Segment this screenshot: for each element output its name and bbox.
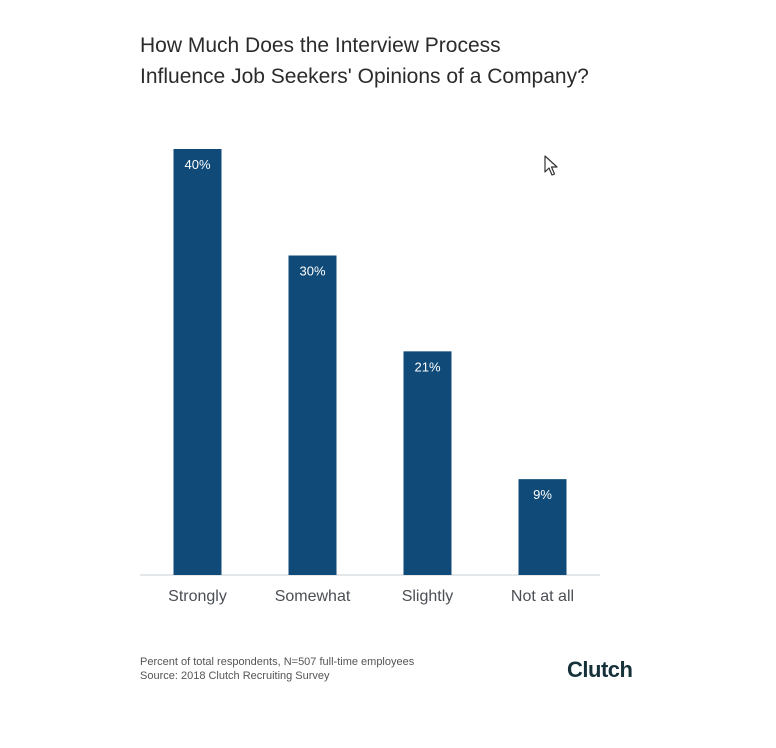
category-label-slightly: Slightly bbox=[402, 588, 454, 605]
bar-not-at-all bbox=[518, 479, 567, 575]
clutch-logo: Clutch bbox=[567, 657, 633, 682]
category-label-somewhat: Somewhat bbox=[275, 588, 351, 605]
value-label-slightly: 21% bbox=[414, 359, 440, 374]
value-label-somewhat: 30% bbox=[299, 264, 325, 279]
value-label-strongly: 40% bbox=[184, 157, 210, 172]
chart-bars bbox=[173, 149, 567, 575]
chart-title-line-1: How Much Does the Interview Process bbox=[140, 34, 501, 57]
footnote-respondents: Percent of total respondents, N=507 full… bbox=[140, 656, 415, 668]
chart-footnote: Percent of total respondents, N=507 full… bbox=[140, 655, 414, 683]
category-label-not-at-all: Not at all bbox=[511, 588, 574, 605]
chart-value-labels: 40% 30% 21% 9% bbox=[184, 157, 552, 502]
mouse-pointer-icon bbox=[544, 155, 558, 176]
value-label-not-at-all: 9% bbox=[533, 487, 552, 502]
bar-strongly bbox=[173, 149, 222, 575]
chart-title: How Much Does the Interview Process Infl… bbox=[140, 30, 700, 92]
bar-somewhat bbox=[288, 255, 337, 575]
chart-category-labels: Strongly Somewhat Slightly Not at all bbox=[168, 588, 574, 605]
footnote-source: Source: 2018 Clutch Recruiting Survey bbox=[140, 670, 330, 682]
chart-title-line-2: Influence Job Seekers' Opinions of a Com… bbox=[140, 65, 589, 88]
bar-slightly bbox=[403, 351, 452, 575]
category-label-strongly: Strongly bbox=[168, 588, 227, 605]
